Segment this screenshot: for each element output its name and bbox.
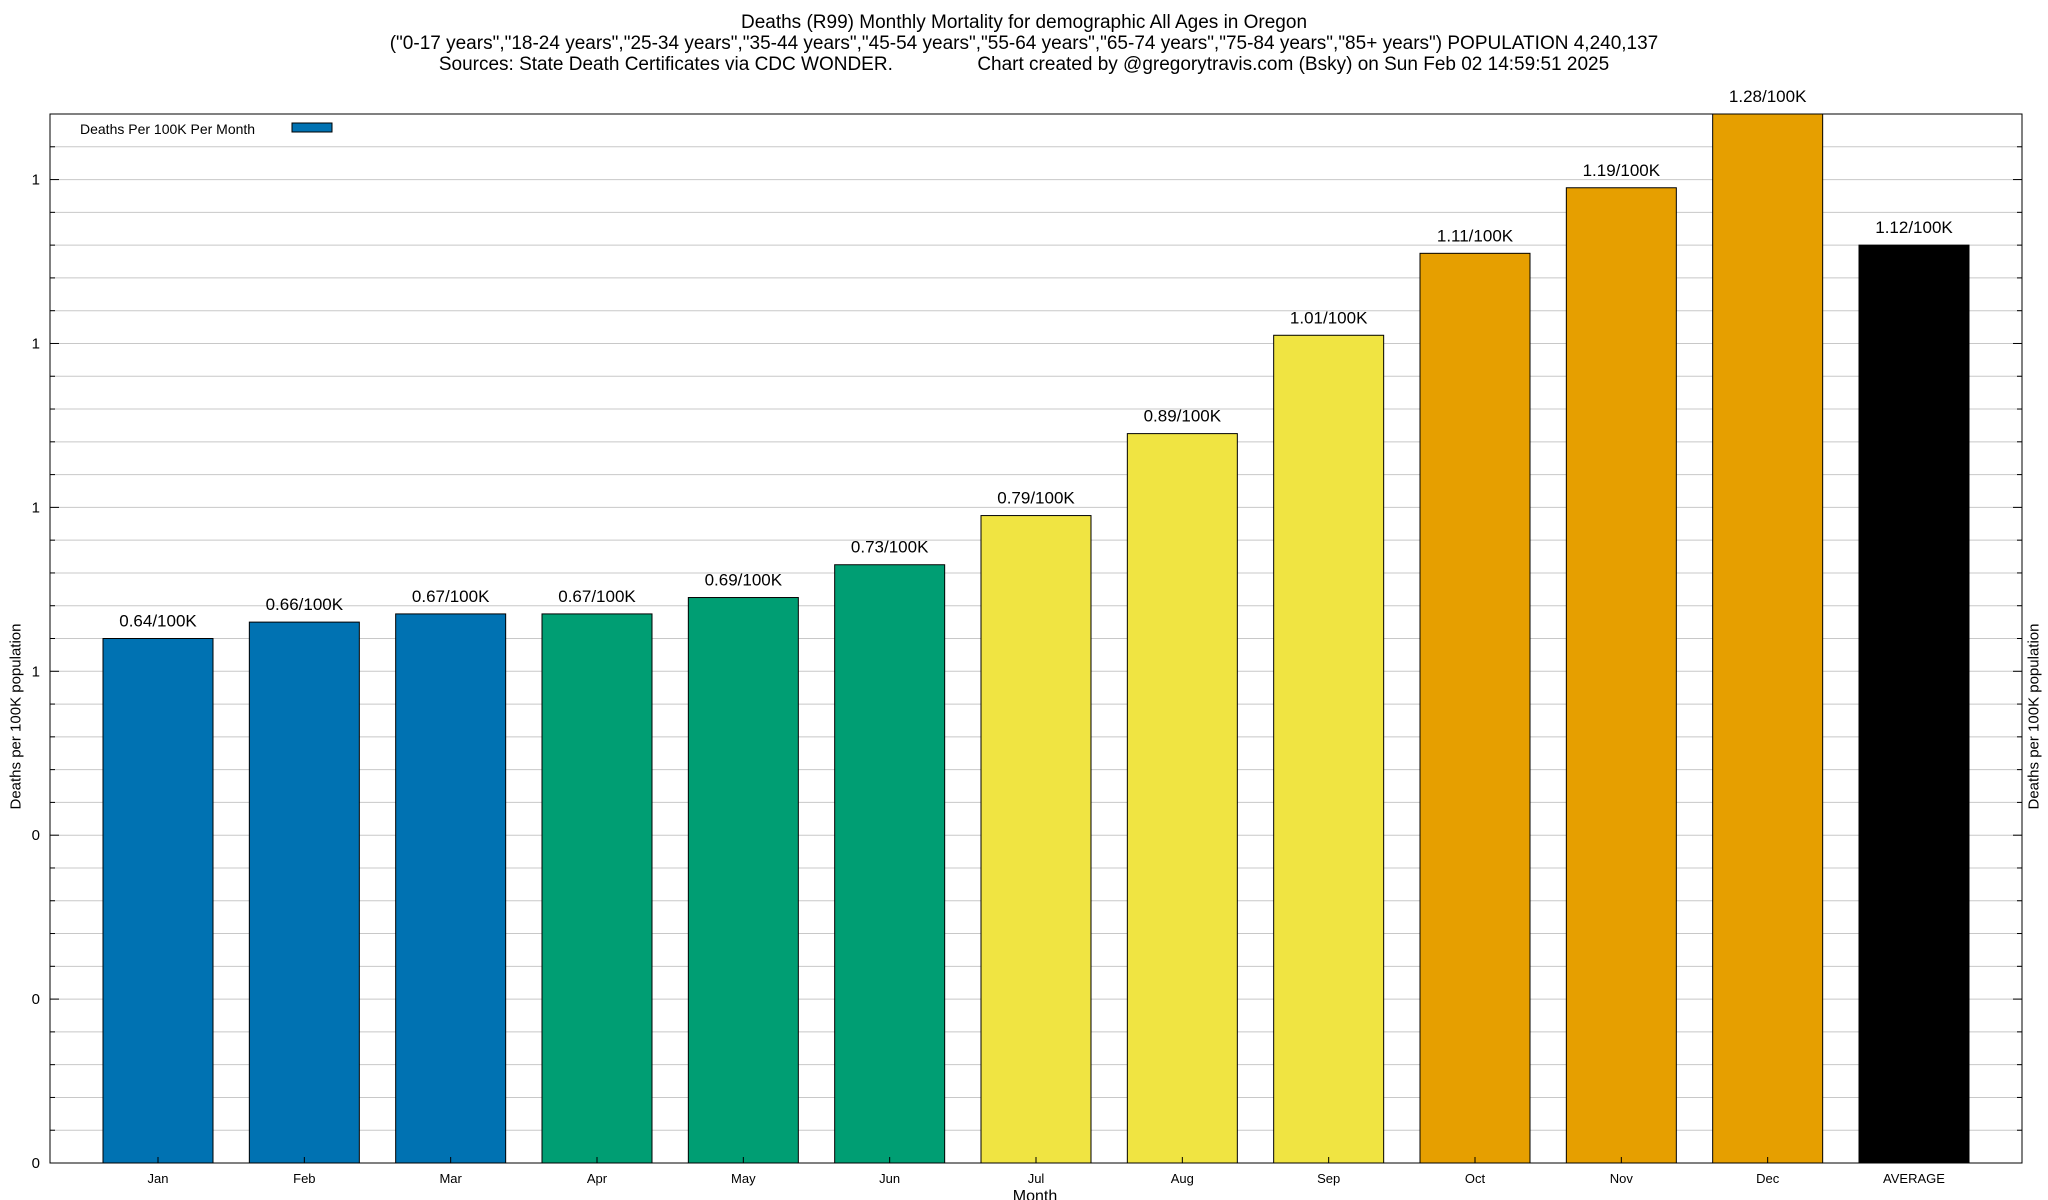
y-tick-label: 1: [32, 335, 40, 352]
bars: [102, 113, 1970, 1164]
bar-jun: [834, 564, 946, 1164]
y-axis-label-left: Deaths per 100K population: [7, 623, 25, 810]
x-tick-label: AVERAGE: [1883, 1171, 1945, 1186]
x-tick-label: Feb: [293, 1171, 315, 1186]
x-tick-label: Sep: [1317, 1171, 1340, 1186]
x-tick-label: Jun: [879, 1171, 900, 1186]
chart-subtitle-demographics: ("0-17 years","18-24 years","25-34 years…: [389, 33, 1659, 54]
bar-value-labels: 0.64/100K 0.66/100K 0.67/100K 0.67/100K 0.69…: [119, 87, 1953, 631]
y-tick-label: 0: [32, 1155, 40, 1172]
chart-subtitle-sources: Sources: State Death Certificates via CD…: [438, 54, 1610, 75]
bar-sep: [1273, 334, 1385, 1164]
bar-value-label: 0.73/100K: [851, 538, 929, 557]
bar-value-label: 0.67/100K: [412, 587, 490, 606]
bar-mar: [395, 613, 507, 1164]
chart-title-block: Deaths (R99) Monthly Mortality for demog…: [0, 12, 2048, 75]
x-axis-label: Month: [1013, 1188, 1057, 1200]
legend-swatch: [291, 122, 333, 133]
x-tick-label: Nov: [1610, 1171, 1634, 1186]
bar-value-label: 0.69/100K: [705, 571, 783, 590]
bar-value-label: 0.79/100K: [997, 489, 1075, 508]
bar-average: [1858, 244, 1970, 1164]
bar-value-label: 0.67/100K: [558, 587, 636, 606]
plot-frame: [49, 113, 2023, 1164]
y-tick-label: 1: [32, 499, 40, 516]
legend: Deaths Per 100K Per Month: [80, 121, 333, 137]
x-tick-label: Jan: [148, 1171, 169, 1186]
chart-title: Deaths (R99) Monthly Mortality for demog…: [740, 12, 1308, 33]
x-tick-label: Aug: [1171, 1171, 1194, 1186]
bar-apr: [541, 613, 653, 1164]
bar-value-label: 0.64/100K: [119, 612, 197, 631]
y-tick-label: 0: [32, 991, 40, 1008]
legend-entry-label: Deaths Per 100K Per Month: [80, 121, 255, 137]
bar-feb: [248, 621, 360, 1164]
x-tick-label: Dec: [1756, 1171, 1780, 1186]
bar-may: [687, 597, 799, 1164]
bar-value-label: 0.66/100K: [266, 595, 344, 614]
y-tick-label: 1: [32, 663, 40, 680]
x-tick-label: May: [731, 1171, 756, 1186]
bar-jul: [980, 515, 1092, 1164]
bar-aug: [1126, 433, 1238, 1164]
x-tick-label: Apr: [587, 1171, 608, 1186]
bar-oct: [1419, 252, 1531, 1164]
x-tick-label: Mar: [439, 1171, 462, 1186]
bar-jan: [102, 638, 214, 1164]
bar-nov: [1565, 187, 1677, 1164]
y-axis-label-right: Deaths per 100K population: [2025, 623, 2043, 810]
bar-dec: [1712, 113, 1824, 1164]
bar-value-label: 0.89/100K: [1144, 407, 1222, 426]
x-tick-label: Jul: [1028, 1171, 1045, 1186]
bar-value-label: 1.12/100K: [1875, 218, 1953, 237]
bar-value-label: 1.28/100K: [1729, 87, 1807, 106]
y-tick-label: 0: [32, 827, 40, 844]
bar-value-label: 1.11/100K: [1437, 226, 1514, 245]
bar-value-label: 1.19/100K: [1583, 161, 1661, 180]
y-tick-label: 1: [32, 172, 40, 189]
bar-value-label: 1.01/100K: [1290, 308, 1368, 327]
x-tick-label: Oct: [1465, 1171, 1486, 1186]
